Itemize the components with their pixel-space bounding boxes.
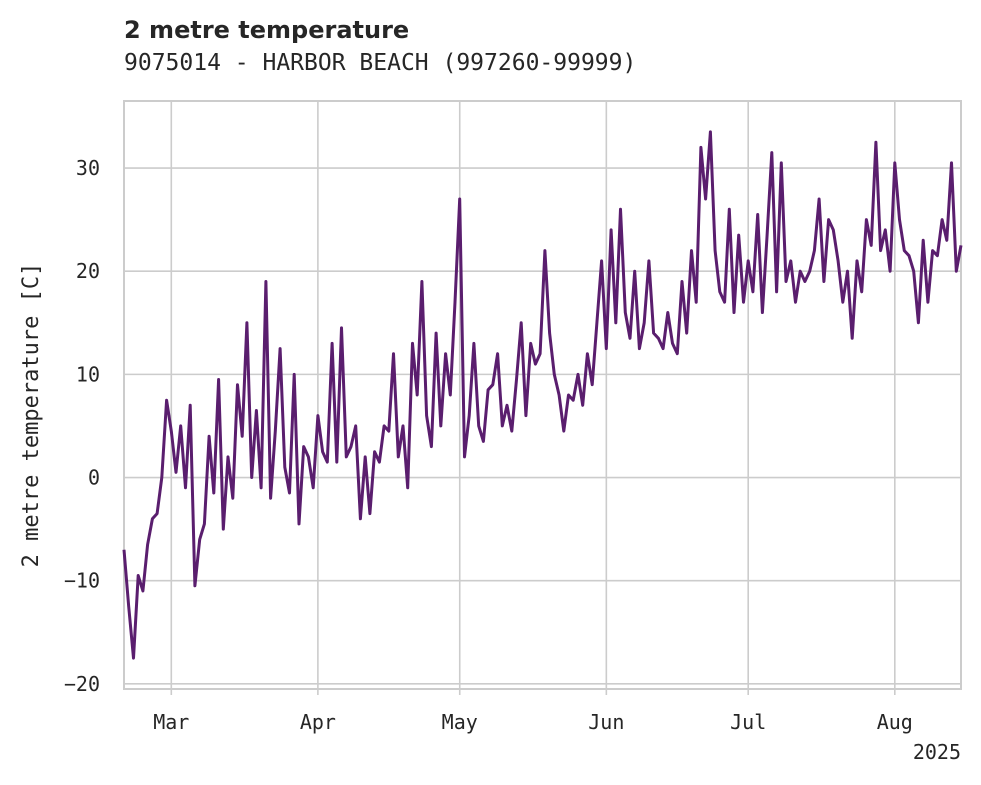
- y-tick-label: −20: [64, 672, 100, 696]
- x-tick-label: Aug: [877, 710, 913, 734]
- plot-frame: [123, 100, 962, 690]
- y-tick-label: 10: [76, 362, 100, 386]
- x-axis-year-label: 2025: [913, 740, 961, 764]
- chart-title: 2 metre temperature: [124, 16, 410, 44]
- x-tick-label: May: [442, 710, 478, 734]
- y-tick-label: 30: [76, 156, 100, 180]
- y-tick-label: −10: [64, 569, 100, 593]
- temperature-series-line: [122, 130, 963, 660]
- x-tick-label: Jul: [730, 710, 766, 734]
- x-tick-label: Mar: [153, 710, 189, 734]
- x-tick-label: Jun: [588, 710, 624, 734]
- y-axis-label: 2 metre temperature [C]: [19, 263, 44, 568]
- y-tick-label: 20: [76, 259, 100, 283]
- series-layer: [122, 130, 963, 660]
- x-tick-label: Apr: [300, 710, 336, 734]
- grid-lines: [124, 101, 961, 695]
- chart-subtitle: 9075014 - HARBOR BEACH (997260-99999): [124, 50, 637, 76]
- tick-labels: −20 −10 0 10 20 30 Mar Apr May Jun Jul Aug: [64, 156, 913, 734]
- y-tick-label: 0: [88, 466, 100, 490]
